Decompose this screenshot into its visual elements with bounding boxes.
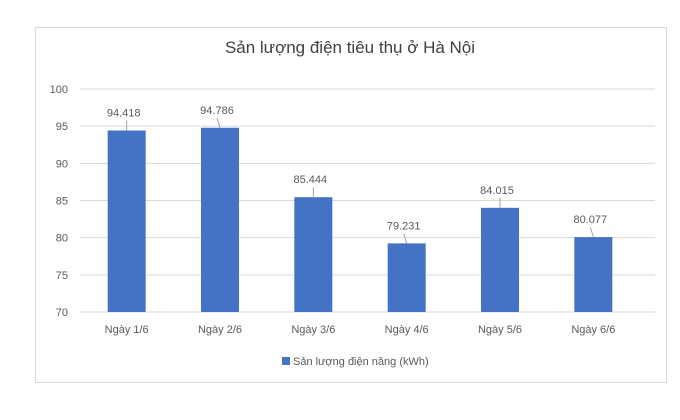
x-tick-label: Ngày 6/6 [571,324,615,336]
y-tick-label: 80 [56,233,68,245]
data-label: 79.231 [387,220,421,232]
legend-swatch [282,357,290,365]
bar [481,207,519,312]
leader-line [216,117,221,128]
y-tick-label: 100 [50,84,68,96]
data-label: 94.418 [107,107,141,119]
bar [294,197,333,312]
y-tick-label: 85 [56,196,68,208]
x-tick-label: Ngày 5/6 [478,324,522,336]
legend: Sản lượng điện năng (kWh) [282,356,429,368]
y-tick-label: 95 [56,121,68,133]
data-label: 84.015 [480,185,514,197]
data-label: 80.077 [574,214,608,226]
bar [574,237,613,312]
data-label: 94.786 [200,105,234,117]
leader-line [403,233,408,244]
chart-title: Sản lượng điện tiêu thụ ở Hà Nội [225,38,475,57]
data-label: 85.444 [294,174,328,186]
legend-label: Sản lượng điện năng (kWh) [293,356,429,368]
bar [201,127,239,312]
y-tick-label: 70 [56,307,68,319]
leader-line [589,226,594,238]
x-tick-label: Ngày 3/6 [291,324,335,336]
y-tick-label: 75 [56,270,68,282]
y-tick-label: 90 [56,158,68,170]
bar [107,130,146,312]
x-tick-label: Ngày 4/6 [385,324,429,336]
x-tick-label: Ngày 2/6 [198,324,242,336]
x-tick-label: Ngày 1/6 [105,324,149,336]
chart-frame [35,27,667,383]
bar [387,243,426,312]
